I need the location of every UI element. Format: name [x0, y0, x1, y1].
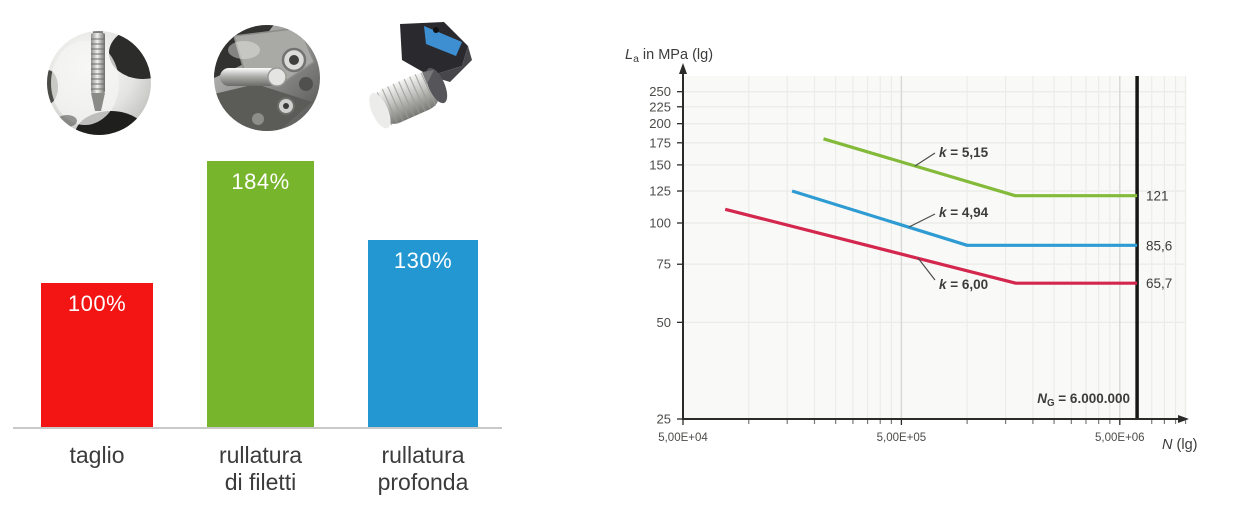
category-line: profonda — [377, 469, 469, 495]
thread-rolling-head-image — [214, 25, 320, 131]
category-line: taglio — [69, 442, 125, 468]
thread-cutting-tap-image — [47, 31, 151, 135]
x-tick-label: 5,00E+04 — [658, 432, 708, 444]
x-axis-title: N (lg) — [1162, 437, 1197, 453]
series-end-value: 121 — [1146, 189, 1169, 204]
bar-taglio: 100% — [41, 283, 153, 428]
k-label: k = 5,15 — [939, 145, 989, 160]
plot-area — [683, 76, 1185, 419]
x-tick-label: 5,00E+05 — [877, 432, 927, 444]
k-label: k = 4,94 — [939, 205, 989, 220]
series-line-1 — [823, 137, 1138, 198]
category-label-taglio: taglio — [12, 442, 182, 469]
x-tick-label: 5,00E+06 — [1095, 432, 1145, 444]
category-line: rullatura — [381, 442, 465, 468]
y-tick-label: 250 — [649, 84, 671, 99]
k-label-leader — [908, 213, 936, 228]
y-tick-label: 75 — [657, 257, 671, 272]
k-label-leader — [914, 152, 936, 167]
bar-rullatura-profonda: 130% — [368, 239, 478, 428]
y-tick-label: 125 — [649, 184, 671, 199]
y-tick-label: 100 — [649, 216, 671, 231]
bar-value-label: 184% — [231, 169, 290, 195]
series-line-3 — [724, 207, 1138, 285]
category-label-rullatura-di-filetti: rullatura di filetti — [176, 442, 346, 496]
y-tick-label: 25 — [657, 412, 671, 427]
k-label-leader — [917, 257, 936, 281]
category-line: rullatura — [218, 442, 303, 468]
bar-chart-baseline — [13, 427, 502, 429]
category-label-rullatura-profonda: rullatura profonda — [338, 442, 508, 496]
y-tick-label: 50 — [657, 315, 671, 330]
deep-rolling-tool-image — [369, 22, 472, 129]
bar-value-label: 100% — [67, 291, 127, 316]
k-label: k = 6,00 — [939, 277, 988, 292]
series-end-value: 65,7 — [1146, 276, 1172, 291]
y-tick-label: 200 — [649, 116, 671, 131]
limit-line-label: NG = 6.000.000 — [1037, 391, 1130, 409]
y-tick-label: 225 — [649, 99, 671, 114]
y-axis-arrow — [679, 63, 687, 74]
y-axis-title: La in MPa (lg) — [625, 47, 713, 65]
y-tick-label: 175 — [649, 135, 671, 150]
bar-value-label: 130% — [393, 247, 453, 273]
x-axis-arrow — [1178, 415, 1189, 423]
deep-rolling-illustration — [369, 22, 472, 129]
category-line: di filetti — [224, 469, 297, 495]
series-line-2 — [791, 189, 1138, 247]
bar-rullatura-di-filetti: 184% — [207, 161, 314, 428]
y-tick-label: 150 — [649, 157, 671, 172]
series-end-value: 85,6 — [1146, 238, 1172, 253]
